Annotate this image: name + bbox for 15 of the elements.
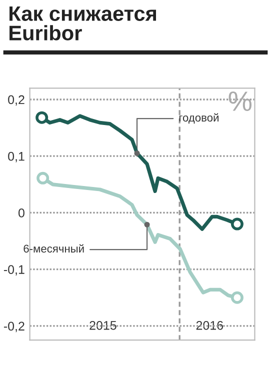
point bbox=[36, 111, 48, 124]
y-tick-label: 0,2 bbox=[8, 95, 24, 106]
y-tick-label: 0 bbox=[18, 208, 24, 218]
point bbox=[230, 218, 244, 230]
y-axis-title: % bbox=[228, 92, 252, 111]
y-tick-label: -0,1 bbox=[4, 265, 24, 276]
x-tick-label: 2016 bbox=[196, 320, 224, 330]
text: годовой bbox=[179, 113, 218, 124]
y-tick-label: -0,2 bbox=[4, 322, 24, 332]
point bbox=[36, 172, 50, 184]
point bbox=[230, 291, 244, 304]
text: 6-месячный bbox=[24, 244, 84, 253]
y-tick-label: 0,1 bbox=[8, 152, 24, 162]
x-tick-label: 2015 bbox=[90, 320, 116, 330]
chart-title: Как снижается Euribor bbox=[10, 6, 156, 40]
